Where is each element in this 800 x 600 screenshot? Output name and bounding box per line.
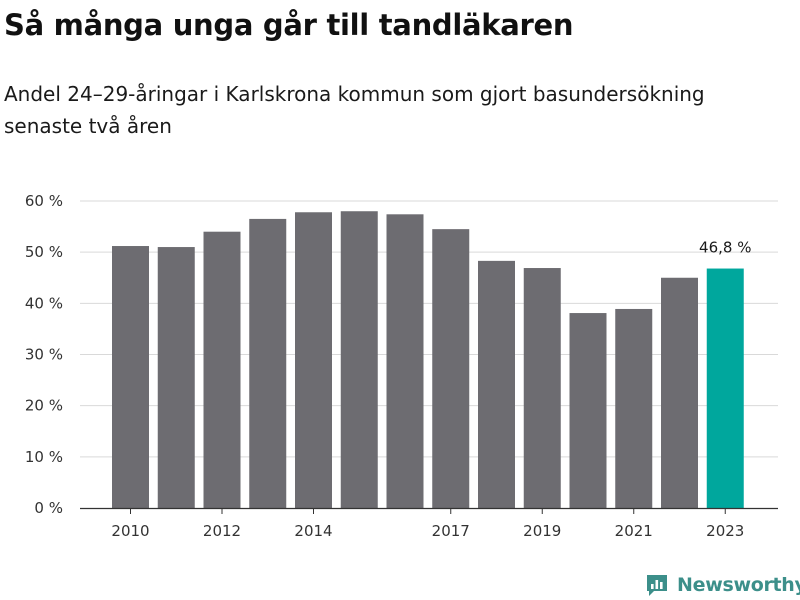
bar [386, 214, 424, 508]
y-axis-ticks: 0 % 10 % 20 % 30 % 40 % 50 % 60 % [25, 192, 63, 517]
chart-title: Så många unga går till tandläkaren [4, 8, 574, 42]
x-tick-label: 2012 [203, 522, 241, 540]
data-labels: 46,8 % [699, 239, 751, 257]
bar [340, 211, 378, 508]
bar [432, 229, 470, 508]
x-tick-label: 2019 [523, 522, 561, 540]
bar [523, 268, 561, 508]
bar [478, 260, 515, 508]
y-tick-label: 20 % [25, 397, 63, 415]
chart-subtitle: Andel 24–29-åringar i Karlskrona kommun … [4, 82, 705, 138]
y-tick-label: 60 % [25, 192, 63, 210]
bar [615, 308, 653, 508]
bar [249, 218, 287, 509]
y-tick-label: 30 % [25, 346, 63, 364]
y-tick-label: 50 % [25, 243, 63, 261]
bar [112, 246, 149, 508]
brand-name: Newsworthy [677, 574, 800, 596]
y-tick-label: 10 % [25, 448, 63, 466]
brand-logo: Newsworthy [645, 570, 800, 600]
bar [295, 212, 332, 509]
y-tick-label: 40 % [25, 294, 63, 312]
x-tick-label: 2014 [294, 522, 332, 540]
bar [661, 277, 698, 508]
data-label: 46,8 % [699, 239, 751, 257]
newsworthy-logo-icon [647, 575, 667, 596]
bar [157, 247, 195, 509]
x-tick-label: 2010 [111, 522, 149, 540]
bar [203, 231, 241, 508]
x-tick-label: 2021 [615, 522, 653, 540]
bar-highlighted [706, 268, 744, 508]
x-axis: 2010 2012 2014 2017 2019 2021 2023 [80, 507, 778, 540]
x-tick-label: 2023 [706, 522, 744, 540]
y-tick-label: 0 % [34, 499, 63, 517]
bars [112, 211, 744, 509]
x-tick-label: 2017 [432, 522, 470, 540]
bar [569, 313, 607, 508]
